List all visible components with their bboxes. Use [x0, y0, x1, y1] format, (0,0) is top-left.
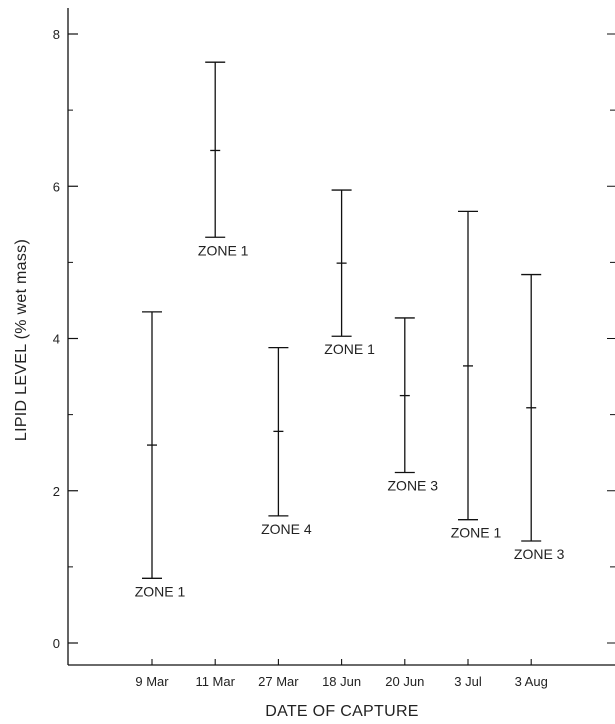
error-bar: ZONE 3	[514, 273, 565, 562]
error-bar: ZONE 1	[135, 311, 186, 599]
error-bars: ZONE 1 ZONE 1 ZONE 4 ZONE 1 ZONE 3 ZONE 1 ZONE…	[135, 61, 565, 599]
error-bar: ZONE 1	[198, 61, 249, 258]
y-tick-label: 4	[53, 332, 60, 347]
zone-label: ZONE 1	[135, 583, 186, 599]
x-tick-label: 27 Mar	[258, 674, 299, 689]
zone-label: ZONE 1	[324, 341, 375, 357]
x-axis-ticks: 9 Mar 11 Mar 27 Mar 18 Jun 20 Jun 3 Jul 3 Aug	[135, 659, 548, 689]
x-tick-label: 20 Jun	[385, 674, 424, 689]
zone-label: ZONE 1	[198, 242, 249, 258]
y-tick-label: 8	[53, 27, 60, 42]
y-axis-title: LIPID LEVEL (% wet mass)	[13, 239, 30, 441]
y-tick-label: 2	[53, 484, 60, 499]
zone-label: ZONE 3	[514, 546, 565, 562]
x-axis-title: DATE OF CAPTURE	[265, 703, 419, 720]
x-tick-label: 3 Jul	[454, 674, 482, 689]
right-axis-ticks	[607, 33, 615, 644]
x-tick-label: 9 Mar	[135, 674, 169, 689]
x-tick-label: 18 Jun	[322, 674, 361, 689]
zone-label: ZONE 4	[261, 521, 312, 537]
x-tick-label: 11 Mar	[195, 674, 235, 689]
error-bar: ZONE 4	[261, 346, 312, 537]
error-bar: ZONE 3	[388, 317, 439, 493]
x-tick-label: 3 Aug	[515, 674, 548, 689]
error-bar: ZONE 1	[451, 210, 502, 541]
zone-label: ZONE 3	[388, 477, 439, 493]
y-tick-label: 6	[53, 179, 60, 194]
zone-label: ZONE 1	[451, 525, 502, 541]
error-bar: ZONE 1	[324, 189, 375, 357]
y-tick-label: 0	[53, 636, 60, 651]
y-axis-ticks: 0 2 4 6 8	[53, 27, 78, 651]
